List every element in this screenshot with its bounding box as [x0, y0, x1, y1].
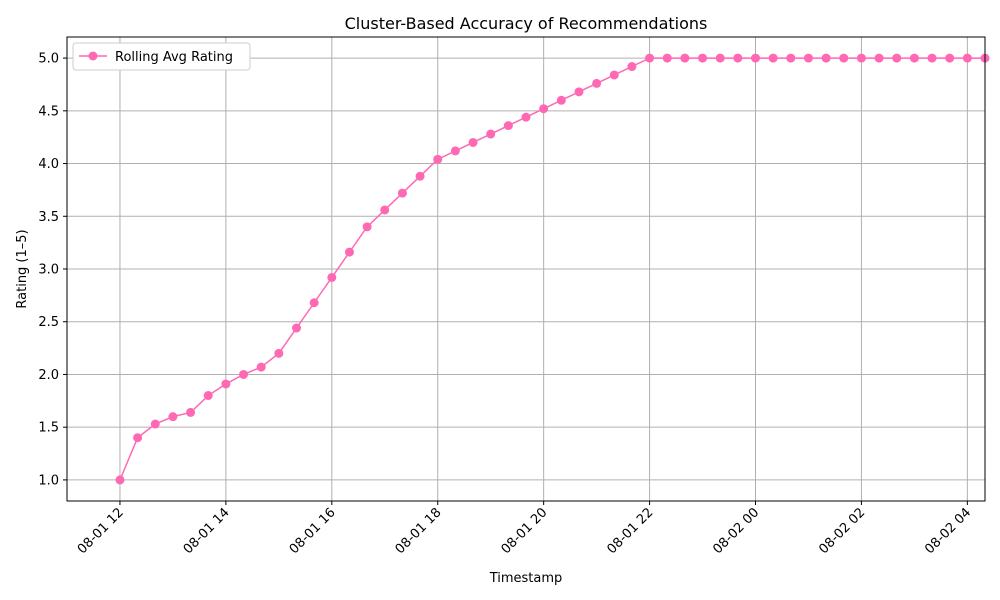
x-tick-label: 08-01 16 [287, 505, 339, 557]
data-point [627, 62, 637, 72]
data-point [203, 391, 213, 401]
x-axis-title: Timestamp [489, 571, 563, 586]
data-point [786, 53, 796, 63]
data-point [521, 112, 531, 122]
data-point [168, 412, 178, 422]
data-point [645, 53, 655, 63]
data-point [856, 53, 866, 63]
data-point [115, 475, 125, 485]
data-point [133, 433, 143, 443]
data-point [662, 53, 672, 63]
data-point [503, 121, 513, 131]
data-point [362, 222, 372, 232]
x-tick-label: 08-01 22 [604, 505, 656, 557]
data-point [186, 407, 196, 417]
data-point [698, 53, 708, 63]
data-point [256, 362, 266, 372]
data-point [415, 171, 425, 181]
data-point [274, 348, 284, 358]
data-point [892, 53, 902, 63]
data-point [239, 369, 249, 379]
data-point [751, 53, 760, 63]
legend: Rolling Avg Rating [72, 42, 251, 71]
data-point [556, 95, 566, 105]
y-tick-label: 3.5 [38, 210, 59, 225]
data-point [680, 53, 690, 63]
data-point [962, 53, 972, 63]
data-point [380, 205, 390, 215]
series-layer [115, 53, 990, 485]
data-point [945, 53, 955, 63]
y-tick-label: 2.0 [38, 368, 59, 383]
y-tick-label: 1.0 [38, 473, 59, 488]
data-point [574, 87, 584, 97]
data-point [344, 247, 354, 257]
x-tick-label: 08-02 04 [922, 505, 974, 557]
y-axis-title: Rating (1–5) [15, 229, 30, 308]
grid [67, 37, 985, 501]
data-point [486, 129, 496, 139]
x-axis: 08-01 12 08-01 14 08-01 16 08-01 18 08-01 20… [75, 501, 974, 557]
x-tick-label: 08-01 20 [499, 505, 551, 557]
y-tick-label: 4.0 [38, 157, 59, 172]
data-point [468, 137, 478, 147]
y-tick-label: 2.5 [38, 315, 59, 330]
y-tick-label: 1.5 [38, 421, 59, 436]
x-tick-label: 08-02 02 [816, 505, 868, 557]
data-point [803, 53, 813, 63]
data-point [715, 53, 725, 63]
x-tick-label: 08-01 18 [393, 505, 445, 557]
legend-label: Rolling Avg Rating [115, 50, 233, 65]
data-point [450, 146, 460, 156]
chart-title: Cluster-Based Accuracy of Recommendation… [345, 14, 708, 33]
x-tick-label: 08-02 00 [710, 505, 762, 557]
data-point [592, 78, 602, 88]
y-axis: 1.0 1.5 2.0 2.5 3.0 3.5 4.0 4.5 5.0 [38, 52, 67, 488]
data-point [221, 379, 231, 389]
data-point [927, 53, 937, 63]
data-point [909, 53, 919, 63]
data-point [609, 70, 619, 80]
data-point [874, 53, 884, 63]
data-point [397, 188, 407, 198]
data-point [150, 419, 160, 429]
data-point [433, 154, 443, 164]
y-tick-label: 3.0 [38, 263, 59, 278]
data-point [733, 53, 743, 63]
data-point [768, 53, 778, 63]
data-point [539, 104, 549, 114]
legend-box [72, 42, 251, 71]
data-point [309, 298, 319, 308]
y-tick-label: 5.0 [38, 52, 59, 67]
x-tick-label: 08-01 14 [181, 505, 233, 557]
data-point [821, 53, 831, 63]
y-tick-label: 4.5 [38, 104, 59, 119]
data-point [839, 53, 849, 63]
legend-marker-swatch [88, 51, 98, 61]
data-point [292, 323, 301, 333]
data-point [327, 272, 337, 282]
x-tick-label: 08-01 12 [75, 505, 127, 557]
